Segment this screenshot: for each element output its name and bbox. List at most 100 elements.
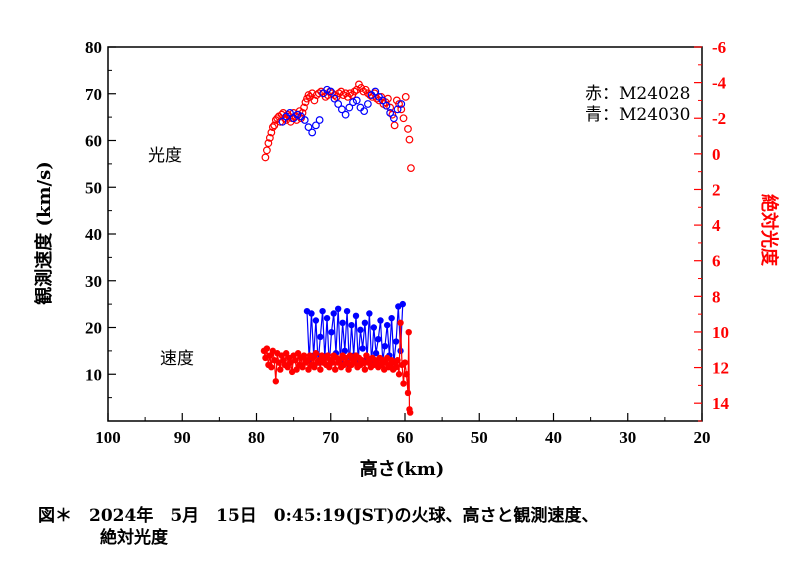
y2-tick-label: 12	[712, 359, 729, 378]
data-point	[346, 352, 354, 359]
data-point	[388, 110, 397, 119]
y2-tick-label: -4	[712, 74, 727, 93]
data-point	[350, 87, 359, 96]
data-point	[300, 103, 308, 112]
x-tick-label: 60	[397, 428, 414, 447]
data-point	[346, 89, 354, 98]
y2-tick-label: 10	[712, 323, 729, 342]
data-point	[319, 307, 326, 315]
y-tick-label: 60	[85, 132, 102, 151]
data-point	[395, 371, 403, 378]
y2-tick-label: 2	[712, 180, 721, 199]
data-point	[377, 317, 384, 324]
data-point	[405, 328, 412, 336]
data-point	[392, 364, 400, 371]
y-tick-label: 30	[85, 272, 102, 291]
data-point	[349, 98, 357, 107]
data-point	[294, 350, 302, 357]
data-point	[314, 89, 323, 98]
data-point	[360, 107, 369, 116]
data-point	[384, 94, 392, 103]
data-point	[400, 380, 407, 387]
data-point	[360, 359, 367, 366]
data-point	[304, 91, 313, 99]
data-point	[371, 87, 380, 96]
data-point	[329, 359, 336, 366]
data-point	[272, 378, 280, 385]
caption-line-2: 絶対光度	[100, 528, 168, 548]
x-axis-title: 高さ(km)	[360, 458, 445, 480]
data-point	[406, 409, 414, 416]
data-point	[397, 319, 404, 327]
data-point	[382, 101, 391, 110]
data-point	[397, 105, 406, 114]
data-point	[300, 116, 309, 124]
data-point	[326, 364, 333, 371]
y2-tick-label: 0	[712, 145, 721, 164]
data-point	[352, 312, 360, 320]
data-point	[312, 317, 320, 324]
data-point	[357, 326, 364, 334]
data-point	[311, 364, 318, 371]
data-point	[283, 350, 290, 357]
data-point	[370, 324, 378, 331]
data-point	[372, 350, 380, 357]
data-point	[404, 389, 412, 397]
data-point	[286, 108, 294, 117]
data-point	[334, 100, 343, 108]
data-point	[388, 314, 395, 322]
x-tick-label: 70	[322, 428, 339, 447]
data-point	[389, 114, 398, 123]
data-point	[348, 321, 355, 329]
data-point	[293, 366, 300, 373]
legend-red: 赤：M24028	[585, 84, 691, 104]
data-point	[336, 357, 343, 364]
y2-tick-label: 8	[712, 287, 721, 306]
data-point	[277, 366, 284, 373]
data-point	[359, 345, 366, 352]
data-point	[308, 128, 317, 137]
data-point	[401, 92, 410, 101]
data-point	[308, 310, 315, 317]
y-tick-label: 50	[85, 178, 102, 197]
y-tick-label: 20	[85, 319, 102, 338]
data-point	[261, 153, 270, 162]
data-point	[268, 364, 275, 371]
data-point	[326, 87, 335, 96]
x-tick-label: 20	[694, 428, 711, 447]
data-point	[293, 110, 302, 119]
data-point	[298, 108, 307, 117]
data-point	[330, 310, 337, 317]
data-point	[345, 366, 352, 373]
data-point	[366, 310, 373, 317]
data-point	[324, 352, 331, 359]
annotation-velocity: 速度	[160, 349, 194, 369]
data-point	[328, 328, 335, 336]
data-point	[363, 100, 372, 108]
data-point	[404, 125, 412, 133]
y2-axis-title: 絶対光度	[758, 194, 780, 267]
series-blue-magnitude	[278, 85, 406, 137]
data-point	[317, 333, 324, 341]
data-point	[312, 350, 320, 357]
data-point	[405, 135, 414, 144]
data-point	[284, 364, 291, 371]
y-tick-label: 40	[85, 225, 102, 244]
data-point	[351, 359, 358, 366]
data-point	[317, 366, 324, 373]
data-point	[334, 305, 342, 312]
data-point	[386, 108, 395, 117]
data-point	[397, 347, 404, 355]
data-point	[361, 319, 369, 327]
x-tick-label: 40	[545, 428, 562, 447]
data-point	[397, 100, 406, 108]
data-point	[381, 343, 389, 350]
y2-tick-label: 4	[712, 216, 721, 235]
x-tick-label: 90	[174, 428, 191, 447]
y-tick-label: 80	[85, 38, 102, 57]
data-point	[337, 105, 346, 114]
data-point	[270, 121, 279, 130]
data-point	[394, 357, 401, 364]
data-point	[265, 133, 274, 142]
